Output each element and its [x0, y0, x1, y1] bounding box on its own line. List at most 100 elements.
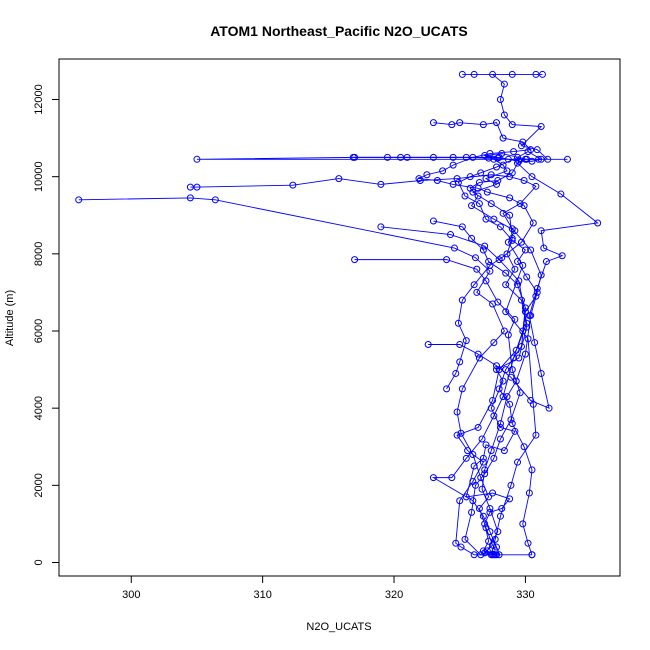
series-4 — [351, 256, 524, 559]
series-line — [78, 197, 505, 554]
data-point — [470, 281, 478, 289]
data-point — [521, 246, 529, 254]
data-point — [496, 435, 504, 443]
data-point — [500, 447, 508, 455]
data-point — [508, 236, 516, 244]
data-point — [456, 341, 464, 349]
data-point — [462, 493, 470, 501]
data-point — [448, 474, 456, 482]
data-point — [429, 474, 437, 482]
data-point — [514, 258, 522, 266]
data-point — [540, 244, 548, 252]
data-point — [477, 169, 485, 177]
data-point — [429, 217, 437, 225]
data-point — [563, 155, 571, 163]
data-point — [211, 196, 219, 204]
x-tick-label: 310 — [253, 589, 271, 601]
data-point — [450, 244, 458, 252]
data-point — [475, 200, 483, 208]
data-point — [383, 153, 391, 161]
data-point — [508, 234, 516, 242]
y-tick-label: 4000 — [33, 396, 45, 420]
data-point — [453, 431, 461, 439]
data-point — [532, 70, 540, 78]
data-point — [515, 354, 523, 362]
data-point — [415, 175, 423, 183]
series-layer — [75, 70, 602, 559]
data-point — [499, 393, 507, 401]
y-axis: 0 2000 4000 6000 8000 10000 12000 — [33, 84, 60, 566]
data-point — [557, 190, 565, 198]
data-point — [537, 227, 545, 235]
data-point — [508, 121, 516, 129]
data-point — [423, 171, 431, 179]
data-point — [527, 396, 535, 404]
data-point — [481, 466, 489, 474]
data-point — [519, 520, 527, 528]
data-point — [515, 157, 523, 165]
data-point — [485, 537, 493, 545]
x-axis: 300 310 320 330 — [122, 575, 535, 601]
data-point — [502, 281, 510, 289]
data-point — [483, 188, 491, 196]
y-tick-label: 0 — [33, 559, 45, 565]
data-point — [533, 288, 541, 296]
y-tick-label: 8000 — [33, 242, 45, 266]
data-point — [520, 177, 528, 185]
data-point — [475, 504, 483, 512]
data-point — [506, 495, 514, 503]
data-point — [520, 443, 528, 451]
data-point — [499, 134, 507, 142]
data-point — [524, 148, 532, 156]
data-point — [469, 497, 477, 505]
data-point — [493, 543, 500, 551]
data-point — [512, 346, 520, 354]
data-point — [489, 396, 497, 404]
series-7 — [415, 119, 537, 393]
data-point — [495, 551, 503, 559]
data-point — [458, 70, 466, 78]
data-point — [483, 547, 491, 555]
data-point — [479, 512, 487, 520]
data-point — [349, 153, 357, 161]
data-point — [486, 504, 494, 512]
data-point — [485, 258, 493, 266]
data-point — [537, 123, 545, 131]
x-tick-label: 320 — [385, 589, 403, 601]
series-line — [196, 153, 539, 556]
data-point — [429, 153, 437, 161]
data-point — [494, 154, 502, 162]
data-point — [504, 238, 512, 246]
data-point — [507, 481, 515, 489]
data-point — [479, 246, 487, 254]
data-point — [454, 178, 462, 186]
y-tick-label: 2000 — [33, 473, 45, 497]
data-point — [527, 246, 535, 254]
data-point — [452, 539, 460, 547]
chart-title: ATOM1 Northeast_Pacific N2O_UCATS — [210, 23, 468, 39]
data-point — [489, 489, 497, 497]
data-point — [461, 535, 469, 543]
data-point — [504, 155, 512, 163]
series-line — [431, 220, 526, 555]
data-point — [528, 173, 536, 181]
data-point — [452, 369, 460, 377]
data-point — [449, 161, 457, 169]
data-point — [490, 412, 498, 420]
data-point — [528, 551, 536, 559]
data-point — [481, 242, 489, 250]
data-point — [481, 520, 489, 528]
data-point — [495, 153, 503, 161]
data-point — [458, 385, 466, 393]
data-point — [486, 261, 494, 269]
series-line — [190, 174, 542, 555]
data-point — [500, 111, 508, 119]
series-line — [353, 151, 543, 556]
data-point — [519, 327, 527, 335]
data-point — [514, 458, 522, 466]
data-point — [498, 504, 506, 512]
data-point — [507, 416, 515, 424]
data-point — [458, 223, 466, 231]
